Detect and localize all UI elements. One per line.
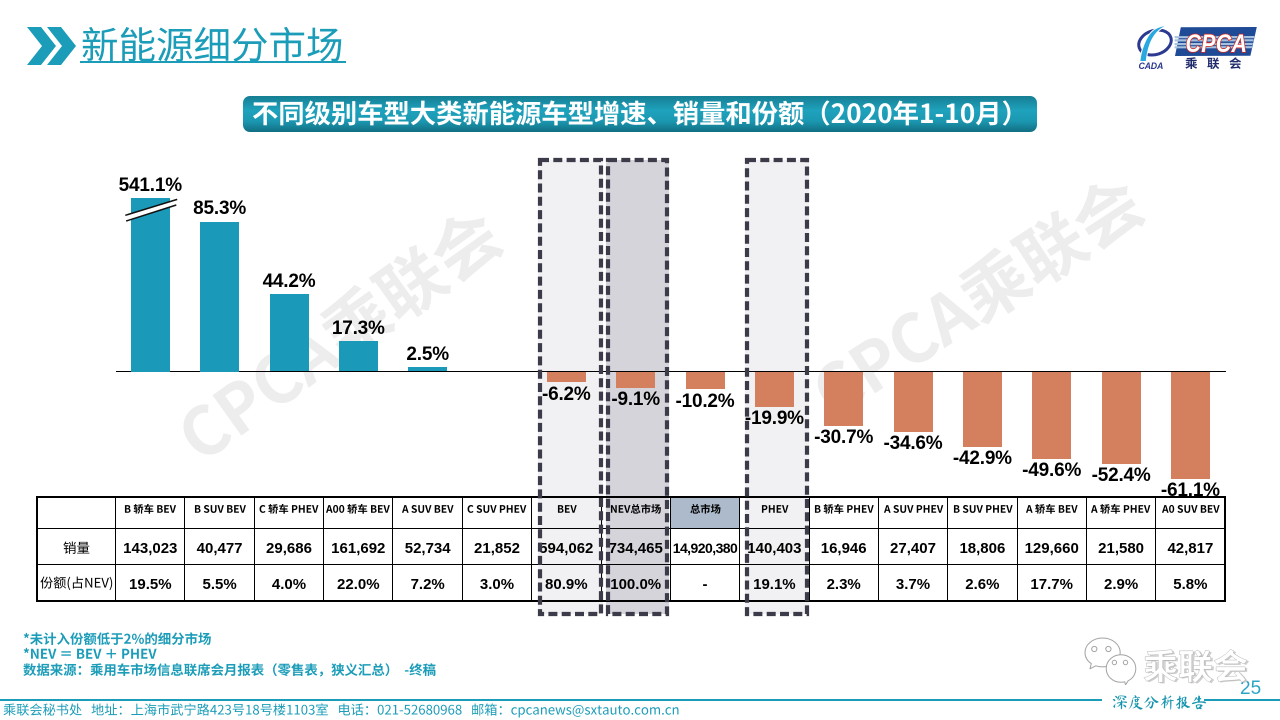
svg-text:CADA: CADA <box>1139 61 1164 71</box>
svg-text:CPCA: CPCA <box>1186 30 1248 58</box>
